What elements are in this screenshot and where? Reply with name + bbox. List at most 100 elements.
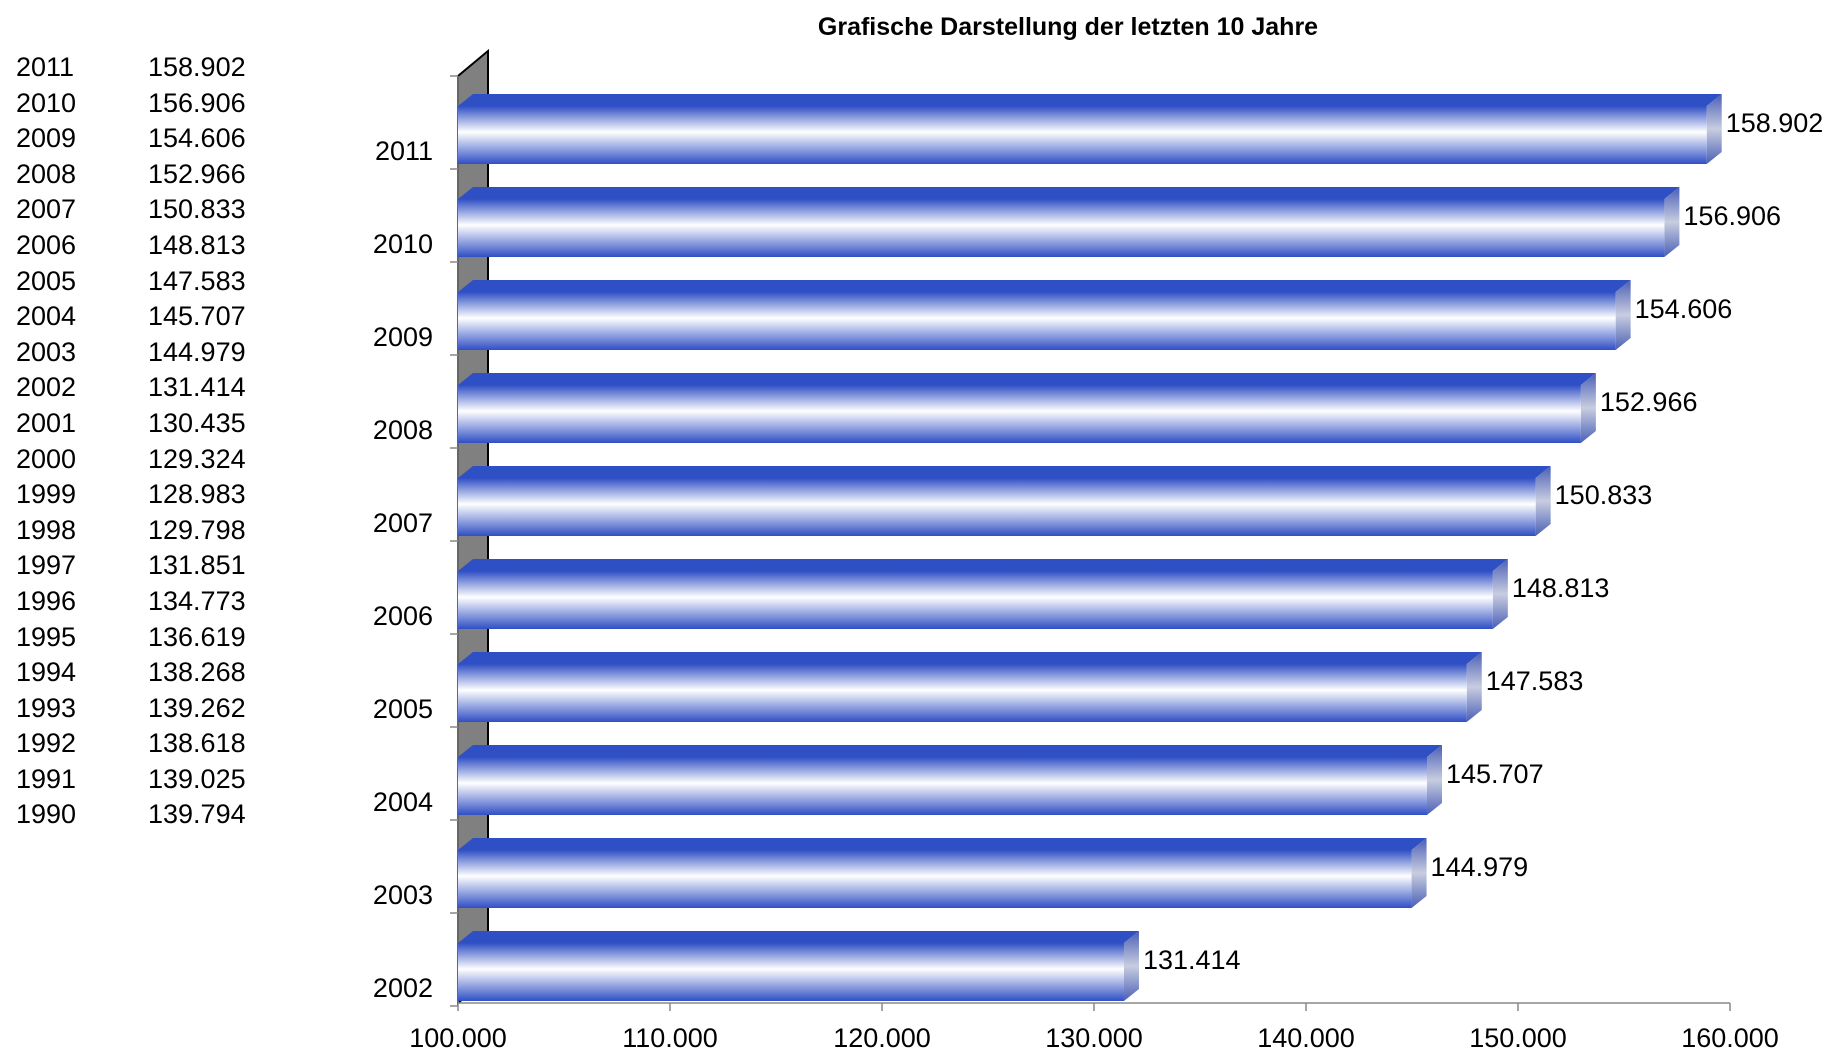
table-value: 131.414: [148, 372, 246, 403]
bar-top-face: [458, 373, 1596, 385]
x-tick-label: 110.000: [622, 1023, 718, 1050]
table-year: 2006: [16, 229, 77, 260]
table-row: 1996 134.773: [16, 584, 266, 620]
data-label: 150.833: [1555, 480, 1653, 510]
bar-end-face: [1664, 187, 1680, 257]
table-year: 2005: [16, 265, 77, 296]
data-label: 131.414: [1143, 945, 1241, 975]
category-label: 2006: [373, 601, 433, 631]
bar-group: 2011 158.902: [375, 94, 1823, 166]
table-value: 128.983: [148, 479, 246, 510]
table-value: 139.794: [148, 799, 246, 830]
bar-top-face: [458, 745, 1442, 757]
bar-group: 2003 144.979: [373, 838, 1528, 910]
x-tick-label: 120.000: [833, 1023, 931, 1050]
table-year: 2002: [16, 372, 77, 403]
bar-top-face: [458, 559, 1508, 571]
table-year: 1996: [16, 585, 77, 616]
table-value: 150.833: [148, 194, 246, 225]
data-table: 2011 158.902 2010 156.906 2009 154.606 2008 152…: [16, 50, 266, 833]
table-year: 1993: [16, 692, 77, 723]
bar-group: 2004 145.707: [373, 745, 1544, 817]
table-year: 2003: [16, 336, 77, 367]
bar: [458, 571, 1493, 629]
category-label: 2004: [373, 787, 433, 817]
table-row: 2004 145.707: [16, 299, 266, 335]
bar: [458, 199, 1665, 257]
table-row: 2003 144.979: [16, 335, 266, 371]
table-value: 131.851: [148, 550, 246, 581]
bar-top-face: [458, 187, 1680, 199]
table-row: 1993 139.262: [16, 691, 266, 727]
table-value: 154.606: [148, 123, 246, 154]
bar-top-face: [458, 931, 1139, 943]
table-year: 2004: [16, 301, 77, 332]
bar: [458, 292, 1616, 350]
bar: [458, 106, 1707, 164]
bar-group: 2008 152.966: [373, 373, 1698, 445]
bar-end-face: [1466, 652, 1482, 722]
bar-end-face: [1535, 466, 1551, 536]
table-row: 2005 147.583: [16, 264, 266, 300]
table-row: 1999 128.983: [16, 477, 266, 513]
bar-group: 2002 131.414: [373, 931, 1241, 1003]
x-tick-label: 160.000: [1681, 1023, 1779, 1050]
table-year: 2008: [16, 158, 77, 189]
table-year: 1994: [16, 657, 77, 688]
data-label: 144.979: [1431, 852, 1529, 882]
table-year: 2007: [16, 194, 77, 225]
table-year: 1998: [16, 514, 77, 545]
table-year: 2009: [16, 123, 77, 154]
bar: [458, 757, 1427, 815]
bar: [458, 664, 1467, 722]
data-label: 156.906: [1683, 201, 1781, 231]
bar-group: 2005 147.583: [373, 652, 1583, 724]
data-label: 152.966: [1600, 387, 1698, 417]
x-tick-label: 150.000: [1469, 1023, 1567, 1050]
bar-end-face: [1411, 838, 1427, 908]
table-row: 2002 131.414: [16, 370, 266, 406]
table-value: 147.583: [148, 265, 246, 296]
table-value: 129.798: [148, 514, 246, 545]
bar-group: 2007 150.833: [373, 466, 1652, 538]
table-row: 1994 138.268: [16, 655, 266, 691]
bar-end-face: [1706, 94, 1722, 164]
table-value: 145.707: [148, 301, 246, 332]
x-tick-label: 100.000: [409, 1023, 507, 1050]
table-value: 152.966: [148, 158, 246, 189]
bar-top-face: [458, 838, 1427, 850]
table-row: 2010 156.906: [16, 86, 266, 122]
bar-top-face: [458, 466, 1551, 478]
table-year: 2010: [16, 87, 77, 118]
bar: [458, 385, 1581, 443]
bar-top-face: [458, 94, 1722, 106]
bar-end-face: [1492, 559, 1508, 629]
data-label: 147.583: [1486, 666, 1584, 696]
table-value: 134.773: [148, 585, 246, 616]
table-row: 1995 136.619: [16, 620, 266, 656]
table-value: 136.619: [148, 621, 246, 652]
table-row: 2008 152.966: [16, 157, 266, 193]
table-row: 2011 158.902: [16, 50, 266, 86]
table-year: 1997: [16, 550, 77, 581]
data-label: 154.606: [1635, 294, 1733, 324]
bar-top-face: [458, 652, 1482, 664]
bar-group: 2006 148.813: [373, 559, 1609, 631]
table-row: 2007 150.833: [16, 192, 266, 228]
bar: [458, 478, 1536, 536]
data-label: 158.902: [1726, 108, 1824, 138]
table-value: 130.435: [148, 407, 246, 438]
category-label: 2007: [373, 508, 433, 538]
category-label: 2009: [373, 322, 433, 352]
table-value: 156.906: [148, 87, 246, 118]
data-label: 145.707: [1446, 759, 1544, 789]
table-row: 1991 139.025: [16, 762, 266, 798]
table-value: 138.618: [148, 728, 246, 759]
bar: [458, 943, 1124, 1001]
category-label: 2005: [373, 694, 433, 724]
table-value: 129.324: [148, 443, 246, 474]
category-label: 2003: [373, 880, 433, 910]
table-row: 2006 148.813: [16, 228, 266, 264]
category-label: 2010: [373, 229, 433, 259]
